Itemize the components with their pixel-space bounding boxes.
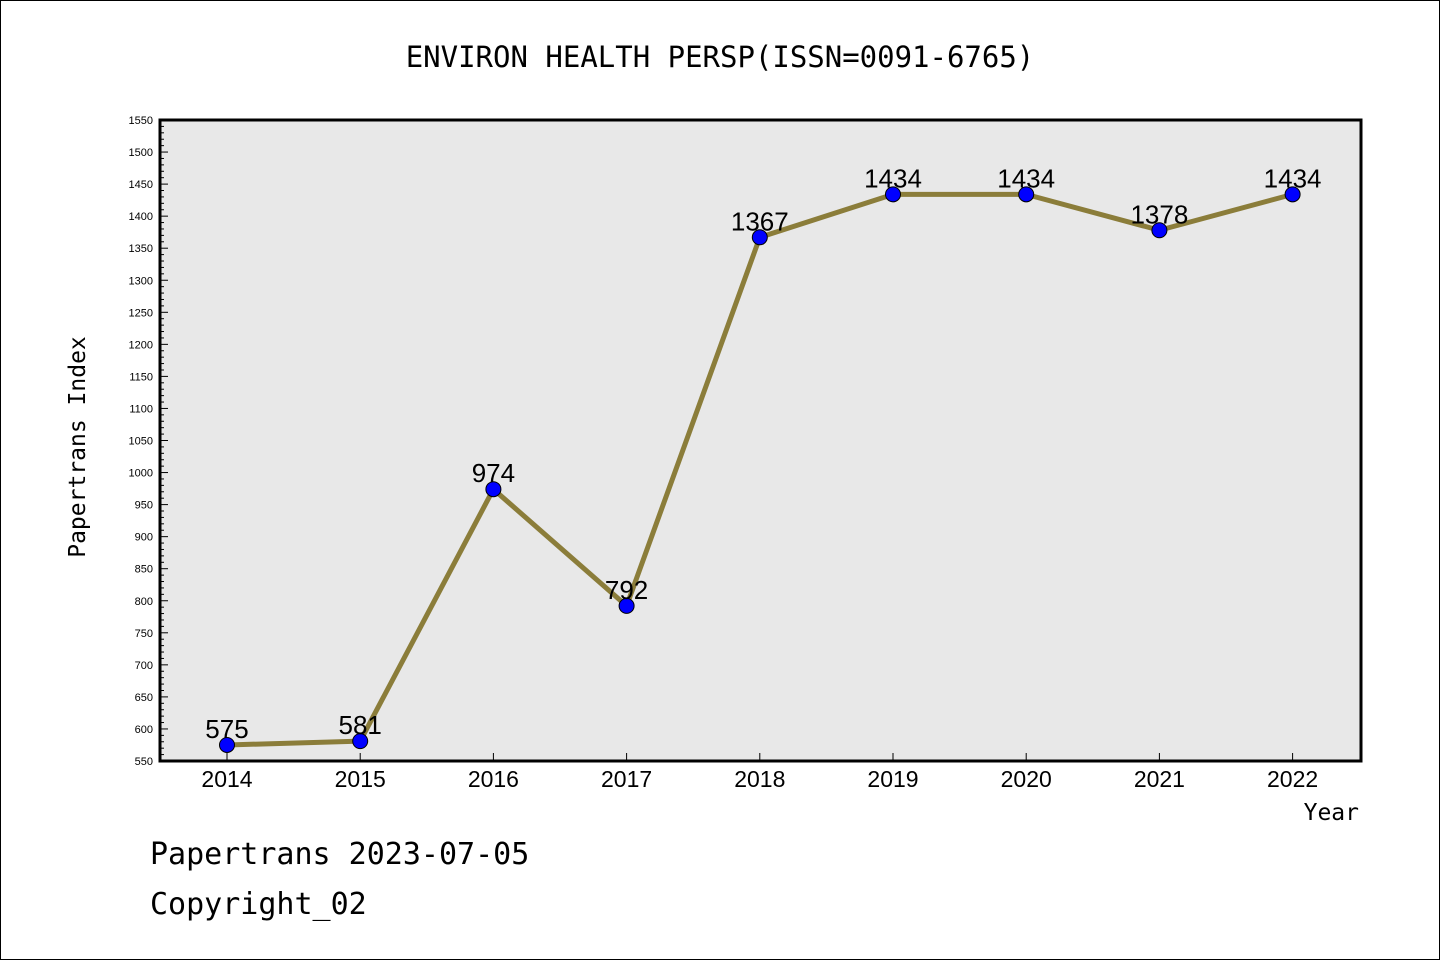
x-tick-label: 2014 [201,766,252,792]
y-tick-label: 1200 [129,339,153,351]
y-tick-label: 950 [135,500,153,512]
y-tick-label: 1500 [129,147,153,159]
x-tick-label: 2021 [1134,766,1185,792]
x-tick-label: 2017 [601,766,652,792]
y-tick-label: 700 [135,660,153,672]
data-label: 575 [205,714,248,744]
y-tick-label: 1450 [129,179,153,191]
data-point [219,736,235,753]
data-label: 581 [339,710,382,740]
y-tick-label: 1050 [129,436,153,448]
data-label: 1434 [1264,163,1322,193]
y-tick-label: 1100 [129,403,153,415]
y-axis-label: Papertrans Index [65,336,91,558]
y-tick-label: 550 [135,756,153,768]
y-tick-label: 800 [135,596,153,608]
y-tick-label: 1350 [129,243,153,255]
y-axis: 550 600 650 700 750 800 850 900 950 1000 1050 1100 1… [129,115,168,768]
footer-date: Papertrans 2023-07-05 [150,837,529,872]
chart-title: ENVIRON HEALTH PERSP(ISSN=0091-6765) [406,40,1035,74]
y-tick-label: 1250 [129,307,153,319]
data-point [751,229,768,246]
y-tick-label: 750 [135,628,153,640]
data-point [1018,186,1035,203]
y-tick-label: 1400 [129,211,153,223]
y-tick-label: 1000 [129,468,153,480]
y-tick-label: 1150 [129,371,153,383]
x-tick-label: 2020 [1001,766,1052,792]
x-tick-label: 2015 [335,766,386,792]
data-point [352,733,369,750]
data-label: 1434 [864,163,922,193]
data-point [485,481,502,498]
data-label: 1367 [731,206,789,236]
y-tick-label: 1300 [129,275,153,287]
footer-copyright: Copyright_02 [150,887,367,922]
data-point [618,597,635,614]
x-axis-label: Year [1304,800,1359,826]
data-label: 792 [605,575,648,605]
data-label: 1378 [1130,199,1188,229]
data-point [885,186,901,203]
data-label: 974 [472,458,515,488]
x-axis: 2014 2015 2016 2017 2018 2019 2020 2021 2022 [201,753,1318,792]
data-labels: 575 581 974 792 1367 1434 1434 1378 1434 [205,163,1321,744]
x-tick-label: 2022 [1267,766,1318,792]
y-tick-label: 900 [135,532,153,544]
y-tick-label: 650 [135,692,153,704]
series-papertrans-index [219,186,1301,753]
y-tick-label: 850 [135,564,153,576]
y-tick-label: 1550 [129,115,153,127]
data-point [1151,222,1168,239]
data-label: 1434 [997,163,1055,193]
y-tick-label: 600 [135,724,153,736]
x-tick-label: 2018 [734,766,785,792]
x-tick-label: 2016 [468,766,519,792]
x-tick-label: 2019 [867,766,918,792]
data-point [1284,186,1301,203]
